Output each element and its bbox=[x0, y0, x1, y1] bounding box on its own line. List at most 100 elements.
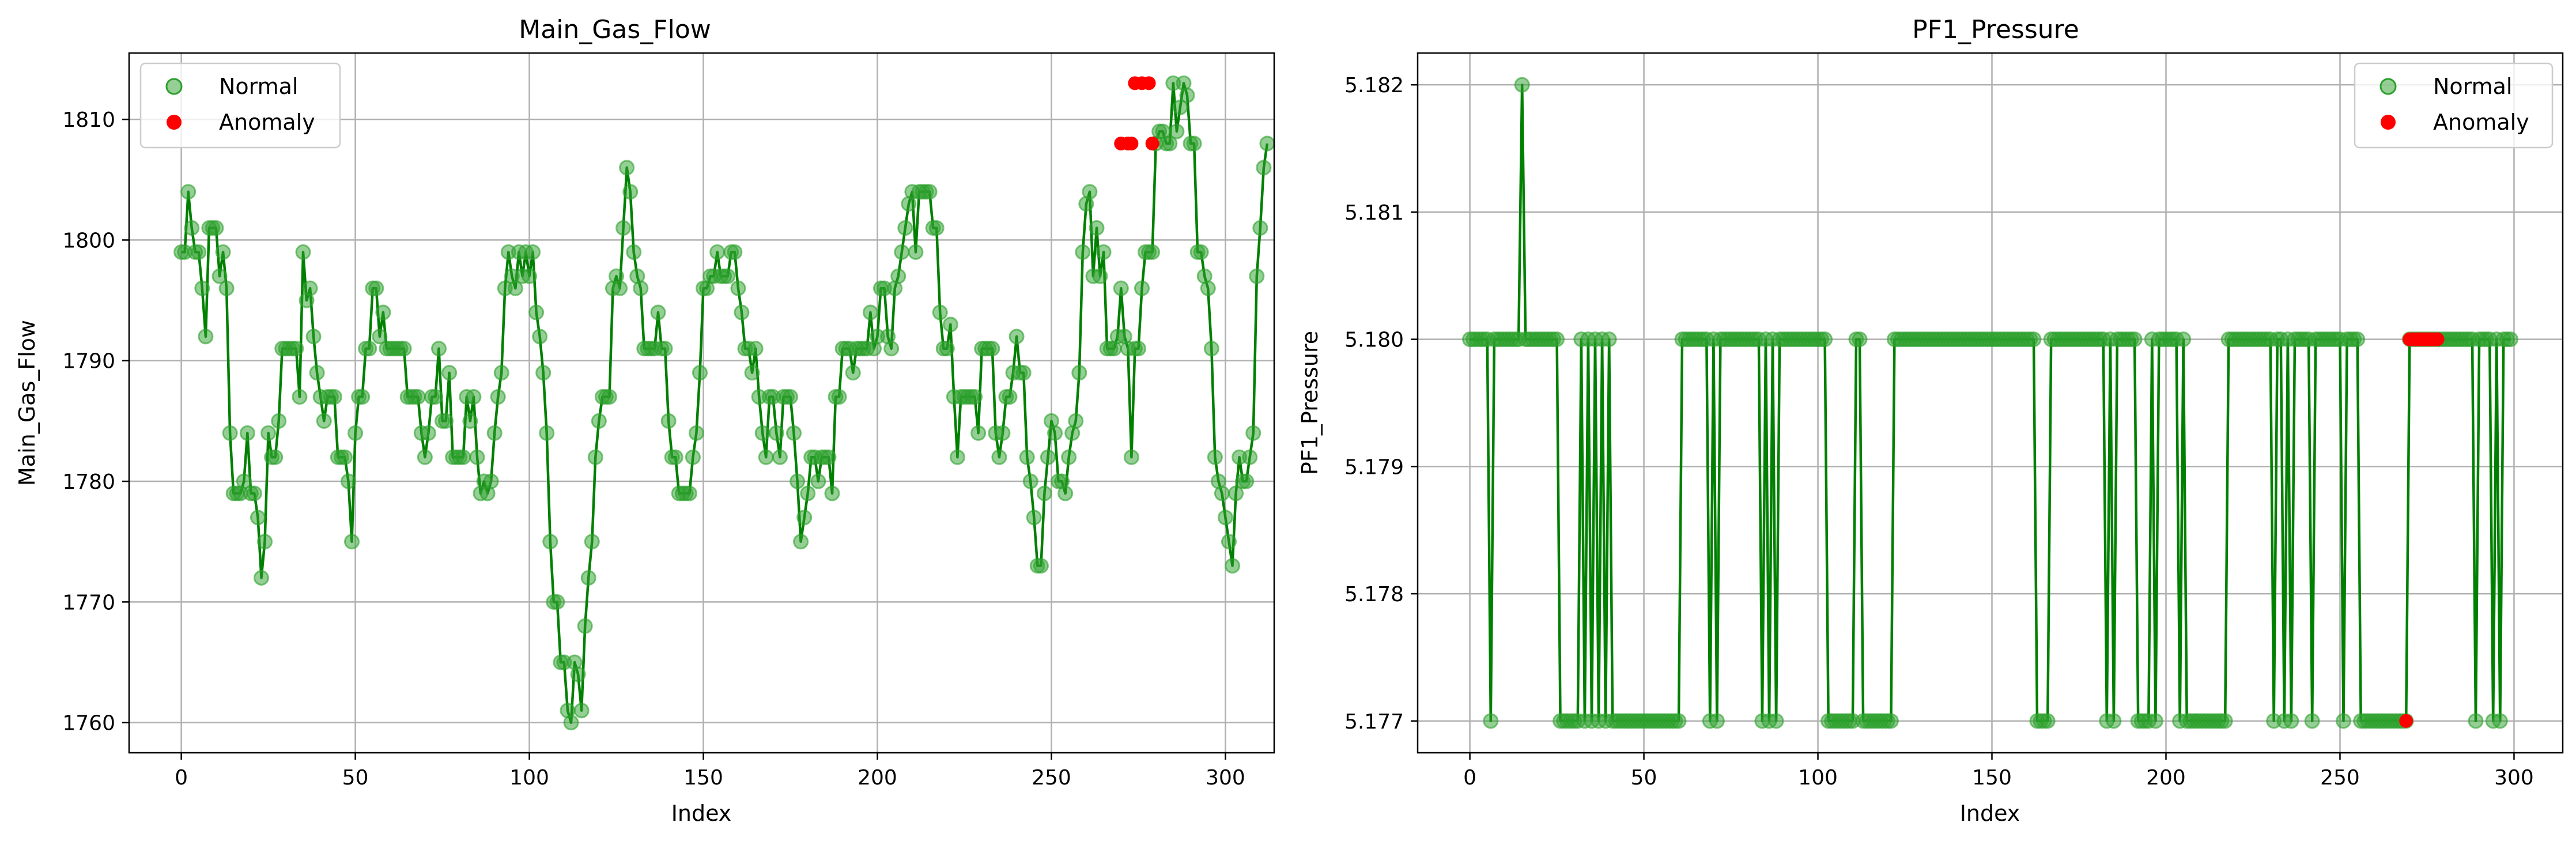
chart-title: Main_Gas_Flow bbox=[519, 15, 711, 44]
data-point-normal bbox=[1096, 244, 1112, 260]
legend-box bbox=[2354, 62, 2554, 149]
data-point-normal bbox=[1883, 713, 1899, 729]
data-point-normal bbox=[215, 244, 231, 260]
data-point-normal bbox=[1162, 135, 1178, 152]
data-point-normal bbox=[542, 534, 558, 550]
data-point-normal bbox=[768, 425, 784, 441]
data-point-normal bbox=[1203, 341, 1219, 357]
data-point-normal bbox=[612, 280, 628, 296]
data-point-normal bbox=[309, 365, 325, 381]
data-point-normal bbox=[507, 280, 523, 296]
data-point-normal bbox=[824, 485, 840, 501]
data-point-normal bbox=[821, 449, 837, 465]
data-point-normal bbox=[305, 329, 322, 345]
data-point-normal bbox=[337, 449, 353, 465]
data-point-normal bbox=[786, 425, 802, 441]
data-point-normal bbox=[211, 268, 228, 284]
legend-marker-normal bbox=[165, 78, 183, 95]
data-point-normal bbox=[1134, 280, 1150, 296]
data-point-normal bbox=[932, 304, 948, 320]
data-point-normal bbox=[522, 268, 538, 284]
legend-marker-anomaly bbox=[2381, 115, 2396, 130]
data-point-normal bbox=[1709, 713, 1725, 729]
data-point-normal bbox=[1033, 558, 1049, 574]
data-point-normal bbox=[790, 473, 806, 489]
data-point-normal bbox=[619, 160, 635, 176]
data-point-normal bbox=[2283, 713, 2299, 729]
data-point-normal bbox=[462, 413, 478, 429]
data-point-normal bbox=[180, 184, 197, 200]
data-point-normal bbox=[709, 244, 726, 260]
data-point-normal bbox=[246, 485, 262, 501]
data-point-normal bbox=[2175, 331, 2192, 348]
data-point-normal bbox=[1068, 413, 1084, 429]
y-tick-label: 1780 bbox=[62, 470, 115, 494]
data-point-normal bbox=[681, 485, 697, 501]
data-point-normal bbox=[1036, 485, 1052, 501]
data-point-normal bbox=[250, 510, 266, 526]
data-point-normal bbox=[587, 449, 603, 465]
data-point-normal bbox=[744, 365, 760, 381]
data-point-normal bbox=[949, 449, 965, 465]
data-point-normal bbox=[626, 244, 642, 260]
data-point-normal bbox=[577, 618, 593, 634]
data-point-normal bbox=[1200, 280, 1216, 296]
data-point-normal bbox=[580, 570, 596, 586]
data-point-normal bbox=[438, 413, 454, 429]
data-point-normal bbox=[783, 389, 799, 405]
series-line-normal bbox=[181, 82, 1269, 724]
data-point-normal bbox=[942, 316, 958, 333]
data-point-normal bbox=[535, 365, 552, 381]
data-point-normal bbox=[1169, 123, 1185, 139]
data-point-normal bbox=[845, 365, 861, 381]
legend-marker-normal bbox=[2379, 78, 2397, 95]
data-point-normal bbox=[991, 449, 1007, 465]
data-point-normal bbox=[316, 413, 332, 429]
y-tick-label: 1790 bbox=[62, 350, 115, 374]
data-point-normal bbox=[967, 389, 983, 405]
legend: Normal Anomaly bbox=[2354, 62, 2554, 149]
data-point-normal bbox=[660, 413, 677, 429]
data-point-normal bbox=[222, 425, 238, 441]
data-point-normal bbox=[1217, 510, 1233, 526]
data-point-normal bbox=[1026, 510, 1042, 526]
data-point-normal bbox=[344, 534, 360, 550]
chart-pf1-pressure: PF1_Pressure 0 50 100 150 200 250 300 5.177 5.17… bbox=[1297, 15, 2564, 826]
data-point-normal bbox=[184, 220, 200, 236]
series-group bbox=[173, 75, 1275, 731]
data-point-normal bbox=[862, 304, 878, 320]
data-point-normal bbox=[260, 425, 277, 441]
data-point-normal bbox=[897, 220, 913, 236]
data-point-normal bbox=[831, 389, 847, 405]
x-tick-label: 100 bbox=[1798, 766, 1838, 790]
y-tick-label: 5.180 bbox=[1344, 329, 1404, 352]
data-point-normal bbox=[1259, 135, 1275, 152]
data-point-normal bbox=[1019, 449, 1035, 465]
data-point-normal bbox=[1221, 534, 1237, 550]
data-point-normal bbox=[1483, 713, 1499, 729]
data-point-normal bbox=[800, 485, 816, 501]
data-point-normal bbox=[1113, 280, 1129, 296]
data-point-normal bbox=[1193, 244, 1209, 260]
data-point-normal bbox=[1214, 485, 1230, 501]
data-point-normal bbox=[2147, 713, 2163, 729]
data-point-normal bbox=[1071, 365, 1087, 381]
legend: Normal Anomaly bbox=[139, 62, 341, 149]
data-point-normal bbox=[326, 389, 342, 405]
data-point-normal bbox=[1172, 99, 1188, 115]
data-point-normal bbox=[883, 341, 900, 357]
data-point-normal bbox=[486, 425, 503, 441]
data-point-normal bbox=[573, 703, 590, 719]
data-point-normal bbox=[254, 570, 270, 586]
data-point-normal bbox=[2039, 713, 2056, 729]
data-point-normal bbox=[420, 425, 436, 441]
data-point-normal bbox=[995, 425, 1011, 441]
data-point-anomaly bbox=[2430, 332, 2445, 346]
data-point-normal bbox=[584, 534, 600, 550]
data-point-normal bbox=[1186, 135, 1202, 152]
x-tick-label: 200 bbox=[2146, 766, 2186, 790]
series-group bbox=[1462, 77, 2518, 729]
data-point-normal bbox=[525, 244, 541, 260]
y-tick-label: 5.181 bbox=[1344, 201, 1404, 225]
data-point-normal bbox=[1245, 425, 1261, 441]
